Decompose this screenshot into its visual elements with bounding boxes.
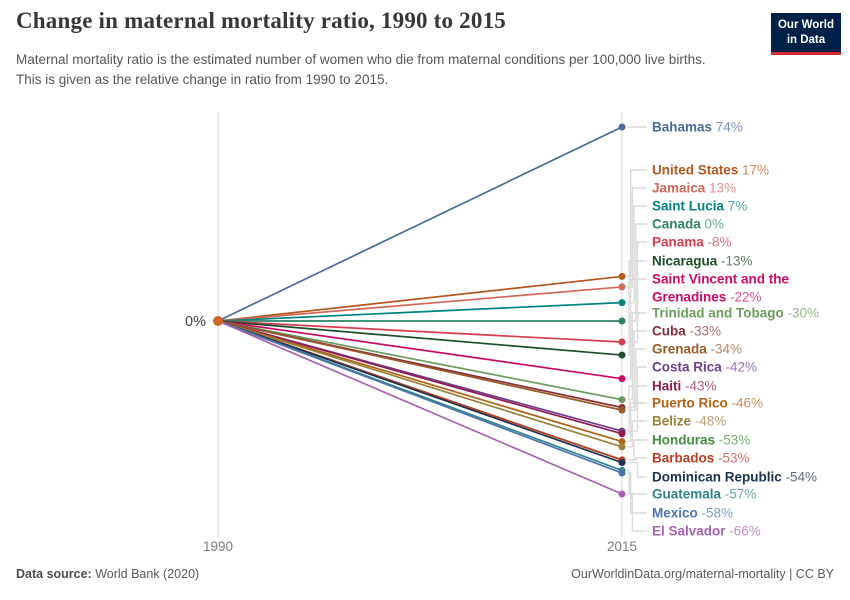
data-source-note: Data source: World Bank (2020) (16, 567, 199, 581)
label-connector-guatemala (627, 469, 647, 495)
series-label-united-states[interactable]: United States 17% (652, 163, 769, 178)
slope-line-panama[interactable] (217, 320, 623, 343)
label-connector-belize (627, 420, 647, 448)
credit-link[interactable]: OurWorldinData.org/maternal-mortality | … (571, 567, 834, 581)
end-dot-mexico[interactable] (618, 469, 626, 477)
label-connector-nicaragua (627, 260, 647, 356)
x-tick-2015: 2015 (607, 539, 637, 554)
slope-line-jamaica[interactable] (217, 286, 623, 322)
label-connector-saint-vincent-and-the-grenadines (627, 278, 647, 380)
series-label-grenada[interactable]: Grenada -34% (652, 342, 742, 357)
series-label-saint-vincent-and-the-grenadines[interactable]: Saint Vincent and the Grenadines -22% (652, 272, 790, 305)
owid-logo-line1: Our World (777, 19, 834, 31)
slope-line-united-states[interactable] (217, 275, 623, 322)
series-label-panama[interactable]: Panama -8% (652, 235, 732, 250)
end-dot-belize[interactable] (618, 443, 626, 451)
page-title: Change in maternal mortality ratio, 1990… (16, 8, 506, 33)
slope-line-bahamas[interactable] (217, 126, 623, 322)
label-connector-puerto-rico (627, 402, 647, 443)
series-label-puerto-rico[interactable]: Puerto Rico -46% (652, 396, 763, 411)
slope-line-nicaragua[interactable] (217, 320, 623, 356)
end-dot-panama[interactable] (618, 338, 626, 346)
end-dot-trinidad-and-tobago[interactable] (618, 396, 626, 404)
series-label-nicaragua[interactable]: Nicaragua -13% (652, 254, 753, 269)
data-source-value: World Bank (2020) (91, 567, 200, 581)
series-label-honduras[interactable]: Honduras -53% (652, 433, 750, 448)
series-label-costa-rica[interactable]: Costa Rica -42% (652, 360, 757, 375)
slope-line-grenada[interactable] (217, 320, 623, 411)
slope-line-dominican-republic[interactable] (217, 320, 623, 464)
series-label-dominican-republic[interactable]: Dominican Republic -54% (652, 470, 817, 485)
x-tick-1990: 1990 (203, 539, 233, 554)
series-label-el-salvador[interactable]: El Salvador -66% (652, 524, 761, 539)
label-connector-canada (627, 223, 647, 322)
end-dot-jamaica[interactable] (618, 283, 626, 291)
label-connector-honduras (627, 439, 647, 461)
end-dot-el-salvador[interactable] (618, 490, 626, 498)
owid-logo-line2: in Data (786, 33, 826, 46)
series-label-belize[interactable]: Belize -48% (652, 414, 726, 429)
series-label-guatemala[interactable]: Guatemala -57% (652, 487, 756, 502)
label-connector-barbados (627, 457, 647, 461)
label-connector-trinidad-and-tobago (627, 312, 647, 401)
end-dot-saint-vincent-and-the-grenadines[interactable] (618, 375, 626, 383)
label-connector-haiti (627, 385, 647, 435)
end-dot-puerto-rico[interactable] (618, 438, 626, 446)
end-dot-united-states[interactable] (618, 272, 626, 280)
series-label-trinidad-and-tobago[interactable]: Trinidad and Tobago -30% (652, 306, 819, 321)
series-label-haiti[interactable]: Haiti -43% (652, 379, 717, 394)
baseline-label: 0% (185, 314, 206, 330)
label-connector-grenada (627, 348, 647, 411)
series-label-barbados[interactable]: Barbados -53% (652, 451, 750, 466)
end-dot-saint-lucia[interactable] (618, 299, 626, 307)
owid-logo[interactable]: Our World in Data (770, 13, 841, 55)
label-connector-mexico (627, 472, 647, 514)
label-connector-jamaica (627, 187, 647, 288)
series-label-jamaica[interactable]: Jamaica 13% (652, 181, 736, 196)
slope-line-mexico[interactable] (217, 320, 623, 474)
slope-line-saint-lucia[interactable] (217, 301, 623, 322)
slope-line-haiti[interactable] (217, 320, 623, 435)
series-label-saint-lucia[interactable]: Saint Lucia 7% (652, 199, 747, 214)
chart-subtitle: Maternal mortality ratio is the estimate… (16, 52, 706, 87)
end-dot-haiti[interactable] (618, 430, 626, 438)
end-dot-canada[interactable] (618, 317, 626, 325)
slope-line-belize[interactable] (217, 320, 623, 448)
end-dot-nicaragua[interactable] (618, 351, 626, 359)
series-label-cuba[interactable]: Cuba -33% (652, 324, 721, 339)
chart-footer: Data source: World Bank (2020) OurWorldi… (16, 567, 834, 581)
end-dot-grenada[interactable] (618, 406, 626, 414)
series-label-mexico[interactable]: Mexico -58% (652, 506, 733, 521)
series-label-bahamas[interactable]: Bahamas 74% (652, 120, 743, 135)
slope-line-el-salvador[interactable] (217, 320, 623, 495)
slope-line-saint-vincent-and-the-grenadines[interactable] (217, 320, 623, 380)
end-dot-bahamas[interactable] (618, 123, 626, 131)
label-connector-dominican-republic (627, 461, 647, 478)
series-label-canada[interactable]: Canada 0% (652, 217, 724, 232)
data-source-label: Data source: (16, 567, 92, 581)
label-connector-el-salvador (627, 493, 647, 532)
origin-dot (213, 316, 223, 326)
end-dot-dominican-republic[interactable] (618, 459, 626, 467)
slope-line-trinidad-and-tobago[interactable] (217, 320, 623, 401)
